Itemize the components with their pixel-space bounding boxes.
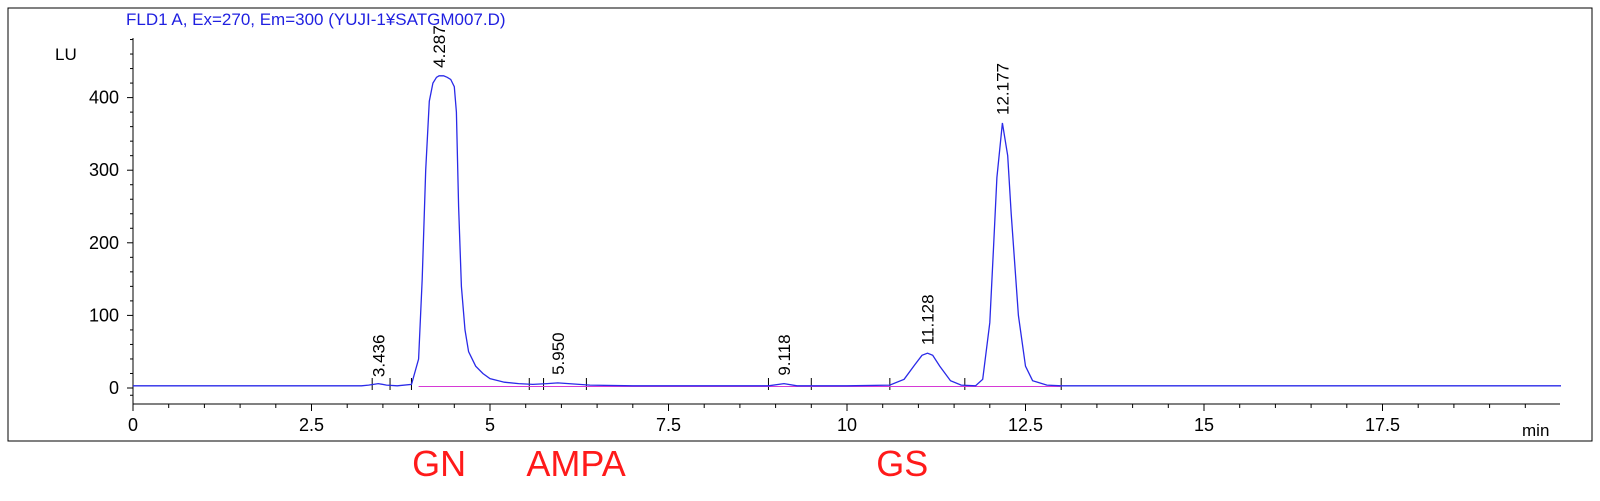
x-tick-label: 15 (1194, 415, 1214, 435)
peak-retention-label: 9.118 (775, 334, 794, 375)
x-tick-label: 0 (128, 415, 138, 435)
y-tick-label: 200 (89, 233, 119, 253)
chart-frame (7, 7, 1593, 442)
axes: 0 100 200 300 400 0 2.5 5 7.5 10 12.5 15 17.5 (89, 38, 1560, 435)
x-tick-label: 5 (485, 415, 495, 435)
series-layer (133, 75, 1561, 388)
compound-annotation: GS (876, 443, 929, 484)
x-tick-label: 17.5 (1365, 415, 1400, 435)
x-tick-label: 2.5 (299, 415, 324, 435)
peak-retention-label: 5.950 (549, 332, 568, 375)
compound-annotation: GN (412, 443, 467, 484)
x-tick-label: 10 (837, 415, 857, 435)
peak-retention-label: 12.177 (993, 63, 1012, 115)
peak-labels: 3.436 4.287 5.950 9.118 11.128 12.177 (369, 25, 1012, 377)
y-tick-label: 400 (89, 88, 119, 108)
chart-title: FLD1 A, Ex=270, Em=300 (YUJI-1¥SATGM007.… (126, 10, 506, 29)
compound-annotation: AMPA (526, 443, 626, 484)
x-tick-label: 12.5 (1008, 415, 1043, 435)
peak-retention-label: 3.436 (369, 335, 388, 378)
y-tick-label: 0 (109, 378, 119, 398)
peak-retention-label: 11.128 (919, 294, 938, 345)
y-axis-unit: LU (55, 45, 77, 64)
y-tick-label: 300 (89, 160, 119, 180)
y-tick-label: 100 (89, 305, 119, 325)
x-axis-unit: min (1522, 421, 1549, 440)
chromatogram-trace (133, 75, 1561, 387)
x-tick-label: 7.5 (656, 415, 681, 435)
peak-retention-label: 4.287 (430, 25, 449, 68)
